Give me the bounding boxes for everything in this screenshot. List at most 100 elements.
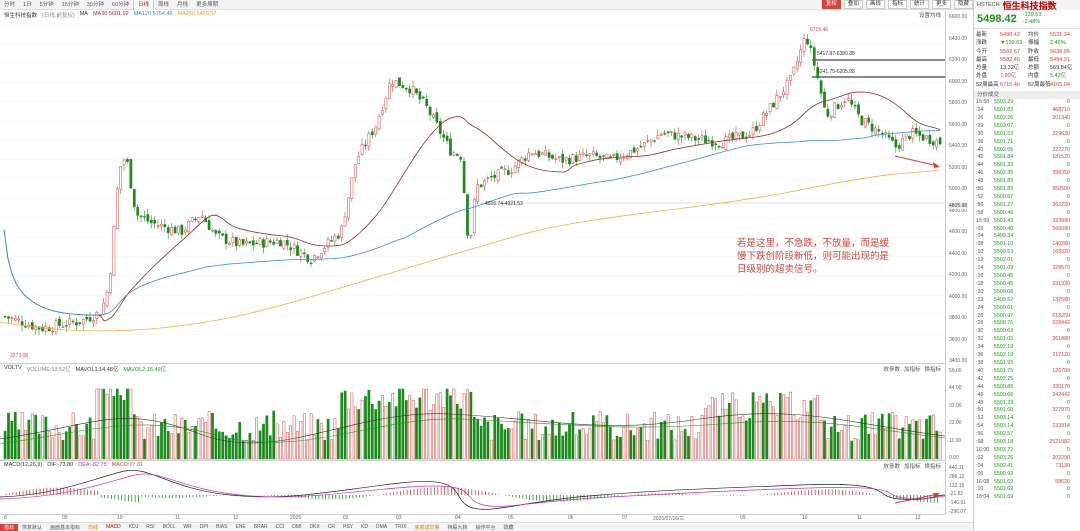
indicator-tab[interactable]: ENE xyxy=(235,524,246,530)
tick-cell: 950500 xyxy=(1052,186,1070,193)
tick-row: :56 5502.57 0 xyxy=(974,431,1080,439)
period-tab[interactable]: 周线 xyxy=(158,1,170,8)
tick-cell: 5502.26 xyxy=(994,114,1014,121)
toolbar-button[interactable]: 更多 xyxy=(931,0,951,9)
toolbar-button[interactable]: 统计 xyxy=(909,0,929,9)
indicator-tab[interactable]: DMI xyxy=(292,524,302,530)
indicator-tab[interactable]: 隐藏 xyxy=(503,524,514,531)
indicator-bar: 指标 恢复默认 画面基本指标 均线 MACD KDJ RSI BOLL WR DPI BIAS ENE… xyxy=(0,522,973,531)
toolbar-button[interactable]: 叠加 xyxy=(843,0,863,9)
tick-cell: 361880 xyxy=(1052,336,1070,343)
tick-row: 18:04 5501.69 0 xyxy=(974,494,1080,502)
indicator-tab[interactable]: KD xyxy=(361,524,368,530)
indicator-tab[interactable]: 持股九转 xyxy=(447,524,468,531)
vol-switch-button[interactable]: 换指标 xyxy=(924,367,941,373)
quote-cell: ▼139.63 xyxy=(1000,40,1023,47)
candle-svg xyxy=(0,23,945,336)
indicator-tab[interactable]: BIAS xyxy=(216,524,228,530)
indicator-tab[interactable]: KDJ xyxy=(128,524,139,530)
toolbar-button[interactable]: 复权 xyxy=(821,0,841,9)
indicator-tab[interactable]: 恢复默认 xyxy=(22,524,43,531)
tick-cell: :18 xyxy=(976,280,984,287)
volume-chart[interactable]: VOLTV VOLUME:13.52亿 MAVOL1:14.48亿 MAVOL2… xyxy=(0,364,945,461)
indicator-tab[interactable]: 均线 xyxy=(88,524,99,531)
date-tick: 8 xyxy=(4,515,7,521)
indicator-tab[interactable]: BOLL xyxy=(162,524,176,530)
axis-tick: 132.16 xyxy=(949,482,965,489)
macd-chart[interactable]: MACD(12,26,9) DIF:-73.80 DEA:-82.75 MACD… xyxy=(0,461,945,515)
toolbar-button[interactable]: 隐藏 xyxy=(953,0,973,9)
indicator-tab[interactable]: RSI xyxy=(146,524,155,530)
tick-cell: 5501.23 xyxy=(994,399,1014,406)
indicator-tab[interactable]: BRAR xyxy=(253,524,268,530)
period-tab[interactable]: 60分钟 xyxy=(111,1,130,8)
dea-value: DEA:-82.75 xyxy=(78,462,107,468)
macd-param-button[interactable]: 放參数 xyxy=(883,464,900,470)
tick-cell: 229630 xyxy=(1052,130,1070,137)
macd-add-button[interactable]: 加指标 xyxy=(903,464,921,470)
indicator-tab[interactable]: DKX xyxy=(309,524,320,530)
tick-row: :52 5500.57 0 xyxy=(974,194,1080,202)
toolbar-button[interactable]: 指标 xyxy=(887,0,907,9)
axis-tick: 6200.00 xyxy=(949,57,968,63)
tick-cell: 0 xyxy=(1067,233,1070,240)
tick-row: :08 5501.10 140280 xyxy=(974,241,1080,249)
period-tab[interactable]: 15分钟 xyxy=(61,1,79,8)
tick-cell: 5500.63 xyxy=(994,328,1014,335)
period-tab[interactable]: 分时 xyxy=(4,1,16,8)
vol-param-button[interactable]: 放參数 xyxy=(883,367,900,373)
axis-tick: 6000.00 xyxy=(949,78,968,85)
quote-cell: 总额 xyxy=(1028,65,1040,72)
tick-cell: 323990 xyxy=(1052,217,1070,224)
tick-cell: 5501.83 xyxy=(994,106,1014,113)
tick-cell: 133914 xyxy=(1052,423,1070,430)
indicator-tab[interactable]: 指标 xyxy=(0,523,19,531)
indicator-tab[interactable]: CR xyxy=(327,524,335,530)
macd-value: MACD:17.81 xyxy=(111,462,144,468)
low-label: 3273.08 xyxy=(10,353,29,359)
tick-cell: :10 xyxy=(976,486,984,493)
indicator-tab[interactable]: PSY xyxy=(342,524,353,530)
axis-tick: 22.00 xyxy=(949,420,962,427)
period-tab[interactable]: 5分钟 xyxy=(39,1,54,8)
tick-cell: :04 xyxy=(976,233,984,240)
tick-cell: 5503.18 xyxy=(994,439,1014,446)
indicator-tab[interactable]: DPI xyxy=(199,524,209,530)
period-tab[interactable]: 日线 xyxy=(133,0,155,10)
period-tab[interactable]: 30分钟 xyxy=(86,1,104,8)
vol-add-button[interactable]: 加指标 xyxy=(903,367,921,373)
peak-label: 6715.46 xyxy=(810,27,829,33)
date-tick: 09 xyxy=(740,515,746,521)
indicator-tab[interactable]: 画面基本指标 xyxy=(50,524,81,531)
indicator-tab[interactable]: DMA xyxy=(375,524,388,530)
tick-cell: 5500.57 xyxy=(994,193,1014,200)
tick-cell: 0 xyxy=(1067,431,1070,438)
axis-tick: -146.91 xyxy=(949,500,966,507)
ma-settings-link[interactable]: 设置均线 xyxy=(918,13,941,19)
indicator-tab[interactable]: 操作平台 xyxy=(475,524,496,531)
tick-row: :30 5500.63 0 xyxy=(974,328,1080,336)
indicator-tab[interactable]: WR xyxy=(183,524,192,530)
axis-tick: -296.07 xyxy=(949,509,966,515)
tick-row: :26 5502.26 201340 xyxy=(974,115,1080,123)
axis-tick: 4000.00 xyxy=(949,293,968,300)
macd-switch-button[interactable]: 换指标 xyxy=(924,464,941,470)
indicator-tab[interactable]: MACD xyxy=(106,524,121,530)
indicator-tab[interactable]: 底部成交量 xyxy=(414,524,440,531)
tick-cell: :40 xyxy=(976,367,984,374)
tick-cell: :30 xyxy=(976,328,984,335)
indicator-tab[interactable]: CCI xyxy=(275,524,285,530)
tick-cell: 468710 xyxy=(1052,106,1070,113)
tick-cell: 5503.14 xyxy=(994,423,1014,430)
ticks-header[interactable]: 分价成交 xyxy=(974,91,1080,100)
tick-cell: 73130 xyxy=(1055,462,1070,469)
tick-cell: :34 xyxy=(976,344,984,351)
period-tab[interactable]: 更多周期 xyxy=(196,1,219,8)
indicator-tab[interactable]: TRIX xyxy=(395,524,407,530)
period-tab[interactable]: 1日 xyxy=(23,1,32,8)
ma-legend: 恒生科技指数 (日线,前复权) MA MA30:5681.92 MA120:57… xyxy=(4,11,216,19)
period-tab[interactable]: 月线 xyxy=(177,1,189,8)
candlestick-chart[interactable]: 恒生科技指数 (日线,前复权) MA MA30:5681.92 MA120:57… xyxy=(0,10,945,364)
toolbar-button[interactable]: 画线 xyxy=(865,0,885,9)
tick-cell: 0 xyxy=(1067,138,1070,145)
